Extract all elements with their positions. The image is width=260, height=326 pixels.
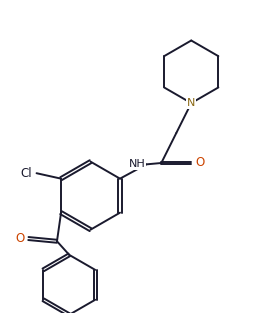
Text: O: O — [15, 232, 24, 245]
Text: Cl: Cl — [21, 167, 32, 180]
Text: NH: NH — [128, 159, 145, 170]
Text: O: O — [195, 156, 205, 170]
Text: N: N — [187, 98, 196, 108]
